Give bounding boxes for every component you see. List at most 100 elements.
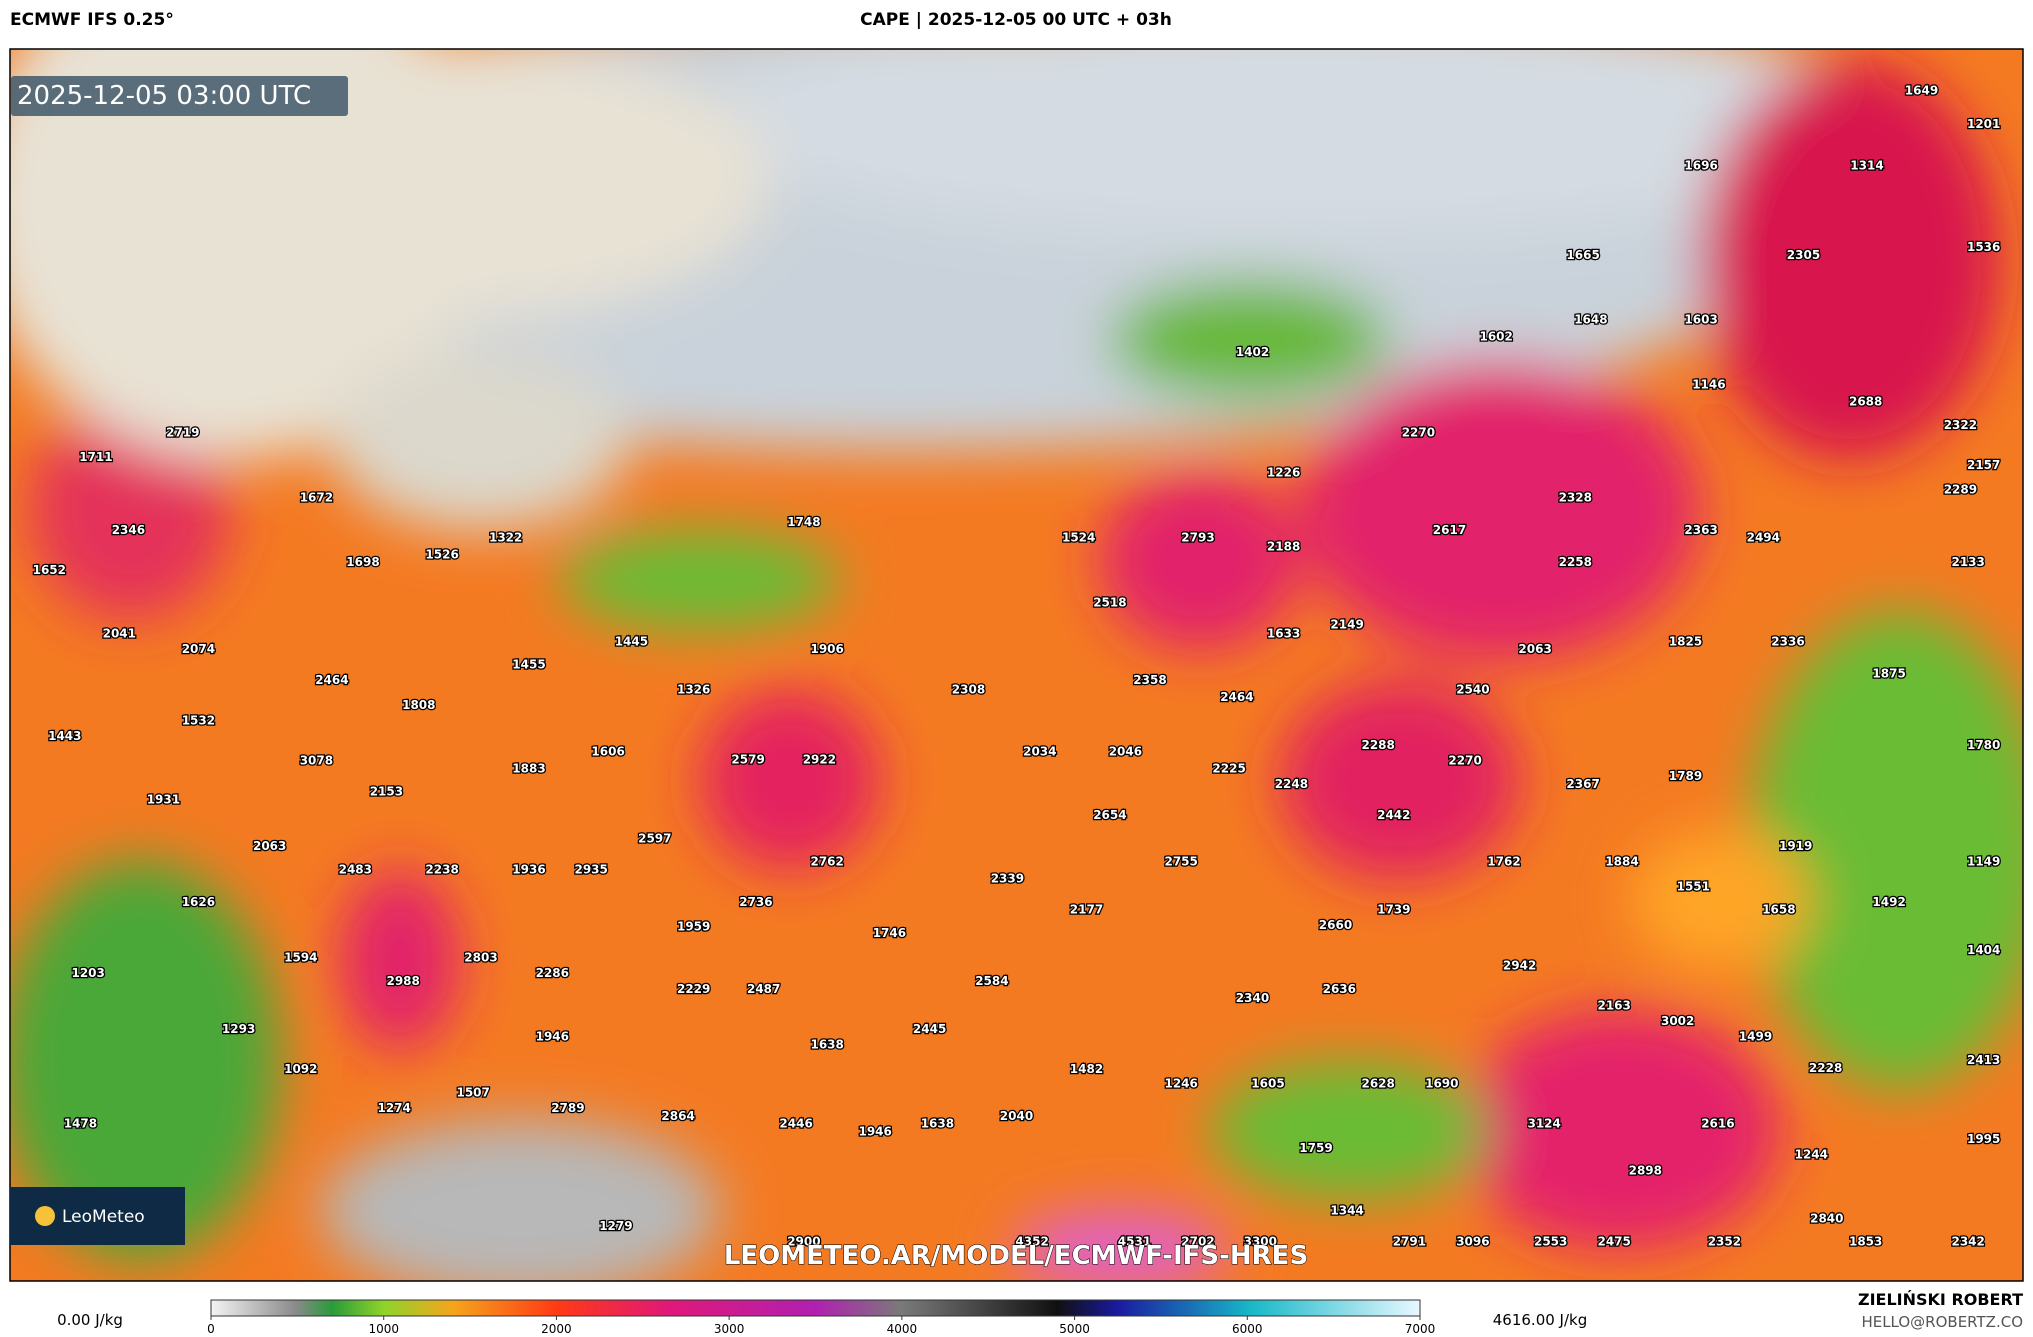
cape-label: 1293 [222, 1022, 255, 1036]
cape-label: 1808 [402, 698, 435, 712]
cape-label: 1246 [1164, 1076, 1197, 1090]
cape-label: 2046 [1109, 745, 1142, 759]
cape-label: 2617 [1433, 523, 1466, 537]
cape-label: 2445 [913, 1022, 946, 1036]
cape-label: 1499 [1739, 1030, 1772, 1044]
cape-label: 1739 [1377, 903, 1410, 917]
cape-label: 1602 [1479, 330, 1512, 344]
colorbar-tick-label: 7000 [1405, 1322, 1436, 1336]
cape-label: 1404 [1967, 943, 2000, 957]
cape-label: 3300 [1244, 1235, 1277, 1249]
cape-label: 2063 [1518, 642, 1551, 656]
cape-label: 1649 [1905, 83, 1938, 97]
cape-label: 2487 [747, 982, 780, 996]
cape-label: 1536 [1967, 240, 2000, 254]
cape-label: 1603 [1684, 313, 1717, 327]
cape-label: 1507 [456, 1086, 489, 1100]
cape-label: 1482 [1070, 1062, 1103, 1076]
cape-label: 2636 [1323, 982, 1356, 996]
cape-label: 2475 [1597, 1235, 1630, 1249]
cape-label: 2442 [1377, 808, 1410, 822]
cape-label: 1402 [1236, 345, 1269, 359]
cape-label: 2336 [1771, 634, 1804, 648]
cape-label: 2789 [551, 1101, 584, 1115]
cape-label: 1594 [284, 951, 317, 965]
cape-label: 1244 [1795, 1148, 1828, 1162]
cape-label: 1658 [1762, 903, 1795, 917]
cape-label: 2736 [739, 895, 772, 909]
watermark: LEOMETEO.AR/MODEL/ECMWF-IFS-HRES [724, 1241, 1308, 1271]
cape-label: 2289 [1944, 483, 1977, 497]
cape-label: 3124 [1527, 1117, 1560, 1131]
cape-label: 1931 [147, 793, 180, 807]
colorbar-tick-label: 4000 [887, 1322, 918, 1336]
cape-label: 2793 [1181, 531, 1214, 545]
cape-label: 2340 [1236, 991, 1269, 1005]
cape-label: 2553 [1534, 1235, 1567, 1249]
cape-label: 2935 [574, 863, 607, 877]
cape-label: 2942 [1503, 958, 1536, 972]
timestamp: 2025-12-05 03:00 UTC [17, 81, 311, 111]
cape-label: 2413 [1967, 1053, 2000, 1067]
colorbar-min-label: 0.00 J/kg [57, 1311, 123, 1329]
cape-label: 2540 [1456, 682, 1489, 696]
cape-label: 2225 [1212, 761, 1245, 775]
logo-sun [35, 1206, 55, 1226]
cape-label: 1936 [512, 863, 545, 877]
cape-label: 1478 [64, 1117, 97, 1131]
cape-label: 2305 [1787, 248, 1820, 262]
cape-label: 1789 [1669, 769, 1702, 783]
colorbar-tick-label: 1000 [368, 1322, 399, 1336]
cape-label: 1698 [346, 555, 379, 569]
cape-label: 1633 [1267, 627, 1300, 641]
cape-label: 2248 [1275, 777, 1308, 791]
cape-label: 1532 [182, 713, 215, 727]
cape-label: 2308 [952, 682, 985, 696]
cape-label: 2755 [1164, 855, 1197, 869]
cape-label: 2352 [1708, 1235, 1741, 1249]
email: HELLO@ROBERTZ.CO [1861, 1313, 2023, 1331]
cape-label: 1203 [71, 966, 104, 980]
chart-title: CAPE | 2025-12-05 00 UTC + 03h [860, 10, 1172, 30]
cape-label: 1690 [1425, 1076, 1458, 1090]
logo: LeoMeteo [62, 1207, 145, 1227]
cape-label: 2597 [638, 831, 671, 845]
cape-label: 2346 [112, 523, 145, 537]
cape-label: 1455 [512, 658, 545, 672]
cape-label: 2163 [1597, 999, 1630, 1013]
colorbar-tick-label: 2000 [541, 1322, 572, 1336]
cape-label: 2367 [1566, 777, 1599, 791]
author: ZIELIŃSKI ROBERT [1858, 1290, 2023, 1309]
map-frame [9, 48, 2024, 1282]
cape-label: 2133 [1951, 555, 1984, 569]
cape-label: 2063 [253, 839, 286, 853]
cape-label: 2719 [166, 426, 199, 440]
cape-label: 2464 [1220, 690, 1253, 704]
cape-label: 1995 [1967, 1132, 2000, 1146]
cape-label: 1906 [810, 642, 843, 656]
cape-label: 2628 [1361, 1076, 1394, 1090]
cape-label: 2900 [787, 1235, 820, 1249]
cape-label: 1605 [1251, 1076, 1284, 1090]
cape-label: 2288 [1361, 738, 1394, 752]
cape-label: 2363 [1684, 523, 1717, 537]
cape-label: 1326 [677, 682, 710, 696]
cape-label: 1322 [489, 531, 522, 545]
cape-label: 1526 [425, 547, 458, 561]
cape-label: 1201 [1967, 117, 2000, 131]
cape-label: 2041 [103, 627, 136, 641]
cape-label: 1853 [1849, 1235, 1882, 1249]
cape-label: 2654 [1093, 808, 1126, 822]
cape-label: 1648 [1574, 313, 1607, 327]
cape-label: 1762 [1487, 855, 1520, 869]
model-name: ECMWF IFS 0.25° [10, 10, 174, 30]
cape-label: 2228 [1809, 1061, 1842, 1075]
cape-label: 2286 [536, 966, 569, 980]
cape-label: 1638 [921, 1117, 954, 1131]
cape-label: 2803 [464, 951, 497, 965]
cape-label: 1875 [1872, 667, 1905, 681]
cape-label: 2988 [386, 974, 419, 988]
cape-label: 2446 [779, 1117, 812, 1131]
